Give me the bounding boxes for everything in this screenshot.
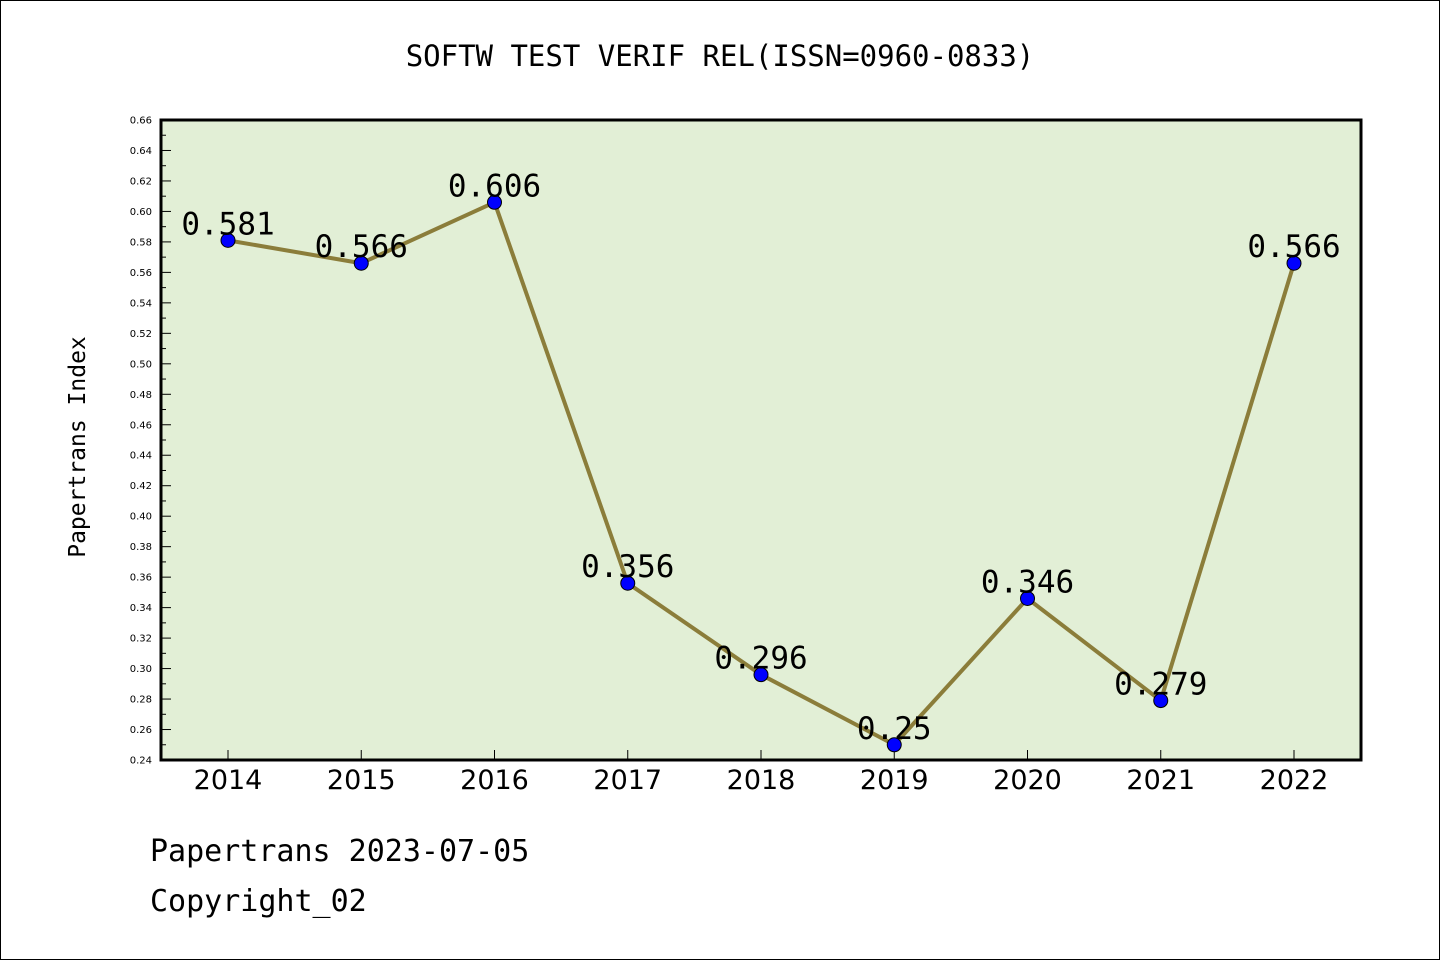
y-tick-label: 0.34 [130, 603, 152, 614]
data-markers [220, 194, 1302, 753]
data-value-label: 0.25 [857, 711, 932, 747]
y-tick-label: 0.42 [130, 481, 152, 492]
plot-area [159, 118, 1363, 762]
data-value-label: 0.581 [181, 206, 274, 242]
x-tick-label: 2017 [593, 765, 662, 796]
x-tick-label: 2014 [194, 765, 263, 796]
data-point-marker [753, 667, 769, 683]
data-point-marker [1286, 255, 1302, 271]
data-value-label: 0.296 [714, 641, 807, 677]
footer-copyright: Copyright_02 [150, 884, 367, 919]
y-axis-ticks: 0.24 0.26 0.28 0.30 0.32 0.34 0.36 0.38 0.40 0.42… [130, 116, 171, 767]
data-labels: 0.581 0.566 0.606 0.356 0.296 0.25 0.346 0.279 0… [181, 168, 1340, 746]
y-tick-label: 0.40 [130, 512, 152, 523]
data-value-label: 0.346 [981, 564, 1074, 600]
y-tick-label: 0.52 [130, 329, 152, 340]
footer-date: Papertrans 2023-07-05 [150, 834, 530, 869]
x-axis-ticks: 2014 2015 2016 2017 2018 2019 2020 2021 2022 [194, 750, 1329, 796]
y-tick-label: 0.50 [130, 359, 152, 370]
chart-title: SOFTW TEST VERIF REL(ISSN=0960-0833) [406, 39, 1035, 73]
y-tick-label: 0.32 [130, 634, 152, 645]
x-tick-label: 2018 [727, 765, 796, 796]
data-point-marker [1153, 693, 1169, 709]
data-value-label: 0.606 [448, 168, 541, 204]
y-tick-label: 0.24 [130, 756, 152, 767]
x-tick-label: 2020 [993, 765, 1062, 796]
data-value-label: 0.356 [581, 549, 674, 585]
y-tick-label: 0.30 [130, 664, 152, 675]
y-tick-label: 0.58 [130, 237, 152, 248]
data-value-label: 0.566 [315, 229, 408, 265]
y-tick-label: 0.64 [130, 146, 152, 157]
x-tick-label: 2015 [327, 765, 396, 796]
data-point-marker [620, 575, 636, 591]
y-tick-label: 0.44 [130, 451, 152, 462]
data-point-marker [220, 232, 236, 248]
y-tick-label: 0.46 [130, 420, 152, 431]
y-tick-label: 0.54 [130, 298, 152, 309]
data-value-label: 0.279 [1114, 667, 1207, 703]
x-tick-label: 2022 [1260, 765, 1329, 796]
x-tick-label: 2021 [1126, 765, 1195, 796]
x-tick-label: 2016 [460, 765, 529, 796]
data-point-marker [487, 194, 502, 210]
y-tick-label: 0.28 [130, 695, 152, 706]
y-tick-label: 0.36 [130, 573, 152, 584]
data-value-label: 0.566 [1247, 229, 1340, 265]
y-tick-label: 0.48 [130, 390, 152, 401]
data-point-marker [353, 255, 369, 271]
y-axis-label: Papertrans Index [65, 336, 91, 558]
x-tick-label: 2019 [860, 765, 929, 796]
y-tick-label: 0.60 [130, 207, 152, 218]
y-tick-label: 0.66 [130, 116, 152, 127]
y-tick-label: 0.56 [130, 268, 152, 279]
y-tick-label: 0.26 [130, 725, 152, 736]
data-point-marker [886, 737, 902, 753]
y-tick-label: 0.38 [130, 542, 152, 553]
y-tick-label: 0.62 [130, 176, 152, 187]
data-point-marker [1020, 590, 1035, 606]
